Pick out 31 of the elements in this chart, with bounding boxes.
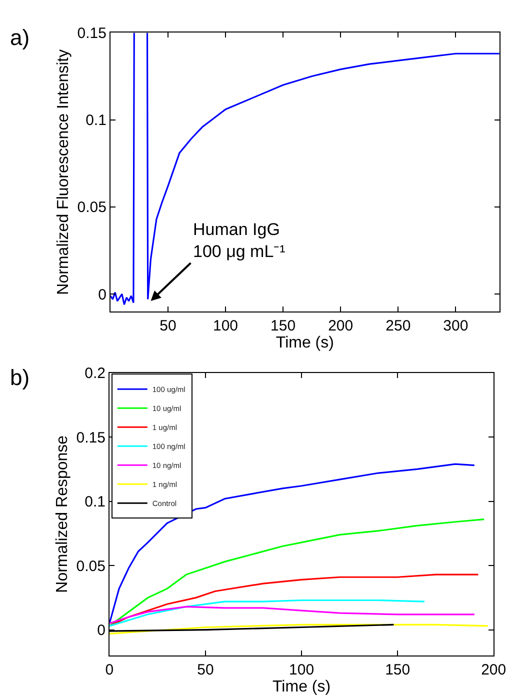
y-tick-label: 0.05: [77, 199, 106, 216]
y-tick-label: 0.2: [84, 365, 106, 382]
y-tick-label: 0: [97, 622, 106, 640]
x-tick-label: 50: [160, 317, 176, 334]
text: a): [10, 25, 30, 50]
x-tick-label: 300: [443, 317, 468, 334]
y-tick-label: 0.05: [76, 558, 106, 575]
x-tick-label: 200: [481, 662, 506, 679]
x-axis-title: Time (s): [276, 334, 334, 352]
line-series: [109, 518, 485, 627]
y-tick-label: 0.15: [76, 429, 106, 446]
y-axis-title: Normalized Response: [54, 435, 72, 593]
line-series: [109, 606, 476, 624]
x-tick-label: 50: [197, 662, 214, 679]
y-tick-label: 0: [98, 286, 106, 304]
x-tick-label: 100: [289, 662, 314, 679]
text: b): [10, 365, 30, 390]
y-tick-label: 0.1: [84, 494, 106, 511]
x-tick-label: 150: [270, 317, 296, 334]
x-tick-label: 250: [386, 317, 411, 334]
y-tick-label: 0.15: [77, 24, 106, 42]
line-series: [109, 599, 426, 627]
x-tick-label: 100: [213, 317, 238, 334]
x-tick-label: 200: [328, 317, 354, 334]
annotation: Human IgG 100 μg mL⁻¹: [193, 220, 286, 262]
line-series: [109, 574, 480, 627]
x-axis-title: Time (s): [272, 678, 331, 696]
line-series: [109, 463, 476, 624]
x-tick-label: 150: [385, 662, 410, 679]
y-tick-label: 0.1: [86, 112, 106, 130]
y-axis-title: Normalized Fluorescence Intensity: [55, 49, 72, 295]
